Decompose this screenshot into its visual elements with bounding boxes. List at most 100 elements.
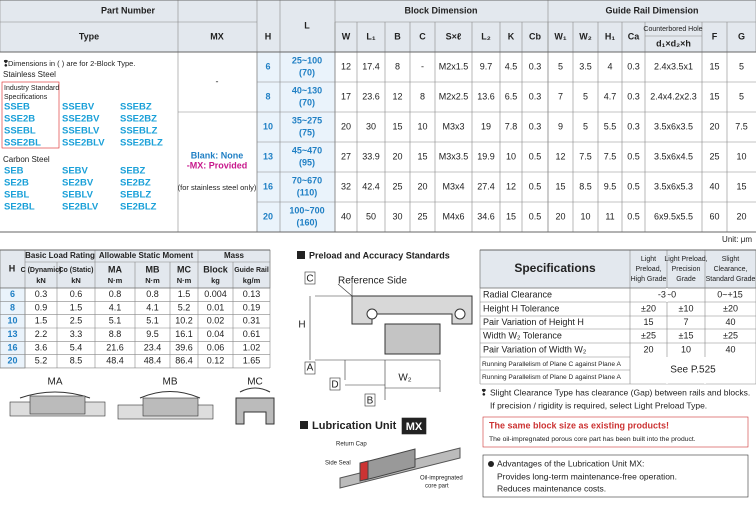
label: Cb bbox=[529, 31, 541, 41]
unit-cap bbox=[359, 460, 369, 482]
label: H₁ bbox=[605, 31, 615, 41]
label: 7 bbox=[683, 317, 688, 327]
cell bbox=[1, 81, 60, 149]
label: 0.5 bbox=[627, 181, 640, 191]
label: 17.4 bbox=[362, 61, 380, 71]
label: 23.4 bbox=[144, 342, 162, 352]
label: Stainless Steel bbox=[3, 70, 56, 79]
label: Preload and Accuracy Standards bbox=[309, 250, 450, 260]
label: 15 bbox=[506, 211, 516, 221]
label: 9.5 bbox=[146, 329, 159, 339]
bullet: ❢ bbox=[480, 387, 488, 397]
part-type: SEBLZ bbox=[120, 190, 151, 201]
label: Blank: None bbox=[191, 150, 244, 160]
part-type: SEBLV bbox=[62, 190, 94, 201]
label: C (Dynamic) bbox=[21, 267, 62, 274]
label: 12 bbox=[392, 91, 402, 101]
label: 0.19 bbox=[243, 302, 261, 312]
label: 45~470 bbox=[292, 145, 322, 155]
label: 5 bbox=[558, 61, 563, 71]
label: H bbox=[298, 320, 305, 331]
label: 10 bbox=[580, 211, 590, 221]
part-type: SSEBZ bbox=[120, 102, 152, 113]
label: 13 bbox=[263, 151, 273, 161]
label: 10 bbox=[736, 151, 746, 161]
label: - bbox=[421, 61, 424, 71]
part-type: SSEBLV bbox=[62, 126, 100, 137]
label: d₁×d₂×h bbox=[656, 38, 691, 48]
label: 5 bbox=[583, 121, 588, 131]
label: 16.1 bbox=[175, 329, 193, 339]
label: Radial Clearance bbox=[483, 289, 552, 299]
label: 0.01 bbox=[207, 302, 225, 312]
label: S×ℓ bbox=[446, 31, 462, 41]
label: 1.5 bbox=[70, 302, 83, 312]
label: Basic Load Rating bbox=[25, 251, 95, 260]
label: Co (Static) bbox=[59, 267, 94, 274]
label: 13 bbox=[7, 329, 17, 339]
label: N·m bbox=[177, 276, 192, 285]
label: 7.5 bbox=[735, 121, 748, 131]
label: Side Seal bbox=[325, 461, 351, 467]
label: 42.4 bbox=[362, 181, 380, 191]
label: Specifications bbox=[514, 261, 596, 275]
label: K bbox=[508, 31, 515, 41]
label: 0.3 bbox=[529, 121, 542, 131]
label: ±10 bbox=[679, 303, 694, 313]
label: kN bbox=[36, 276, 46, 285]
label: 15 bbox=[736, 181, 746, 191]
label: core part bbox=[425, 484, 449, 490]
bullet bbox=[488, 461, 494, 467]
rule bbox=[337, 283, 353, 297]
label: M4x6 bbox=[442, 211, 464, 221]
cell bbox=[482, 454, 749, 498]
label: Return Cap bbox=[336, 442, 367, 448]
label: Reference Side bbox=[338, 276, 407, 287]
label: 40 bbox=[341, 211, 351, 221]
label: 2.2 bbox=[35, 329, 48, 339]
label: 20 bbox=[7, 356, 17, 366]
label: 8 bbox=[10, 302, 15, 312]
label: Block Dimension bbox=[404, 5, 477, 15]
label: 20 bbox=[709, 121, 719, 131]
label: 50 bbox=[366, 211, 376, 221]
label: 20 bbox=[736, 211, 746, 221]
moment-b bbox=[139, 391, 201, 399]
label: 0.3 bbox=[627, 61, 640, 71]
label: 0.31 bbox=[243, 316, 261, 326]
part-type: SE2B bbox=[4, 178, 29, 189]
label: MC bbox=[247, 377, 263, 388]
label: 0.8 bbox=[146, 289, 159, 299]
label: Specifications bbox=[4, 94, 48, 101]
label: C bbox=[306, 274, 313, 285]
label: 2.4x4.2x2.3 bbox=[650, 91, 697, 101]
label: 6.5 bbox=[505, 91, 518, 101]
label: 15 bbox=[392, 121, 402, 131]
label: 8.8 bbox=[109, 329, 122, 339]
label: 12 bbox=[341, 61, 351, 71]
rail bbox=[384, 323, 441, 355]
label: 0.02 bbox=[207, 316, 225, 326]
part-type: SEB bbox=[4, 166, 24, 177]
label: L₁ bbox=[366, 31, 375, 41]
label: 4.1 bbox=[146, 302, 159, 312]
label: Dimensions in ( ) are for 2-Block Type. bbox=[8, 59, 135, 68]
label: Type bbox=[79, 31, 99, 41]
label: 0.5 bbox=[529, 181, 542, 191]
part-type: SE2BLZ bbox=[120, 202, 157, 213]
label: 3.6 bbox=[35, 342, 48, 352]
label: 0.3 bbox=[35, 289, 48, 299]
label: -MX: Provided bbox=[187, 160, 248, 170]
icon bbox=[300, 421, 308, 429]
label: 17 bbox=[341, 91, 351, 101]
label: ±20 bbox=[641, 303, 656, 313]
label: Pair Variation of Width W₂ bbox=[483, 344, 587, 354]
label: 25 bbox=[417, 211, 427, 221]
label: ±20 bbox=[723, 303, 738, 313]
cell bbox=[304, 271, 316, 285]
label: 0.004 bbox=[204, 289, 227, 299]
cell bbox=[401, 417, 427, 435]
label: 20 bbox=[555, 211, 565, 221]
label: MC bbox=[177, 264, 191, 274]
label: Carbon Steel bbox=[3, 155, 50, 164]
